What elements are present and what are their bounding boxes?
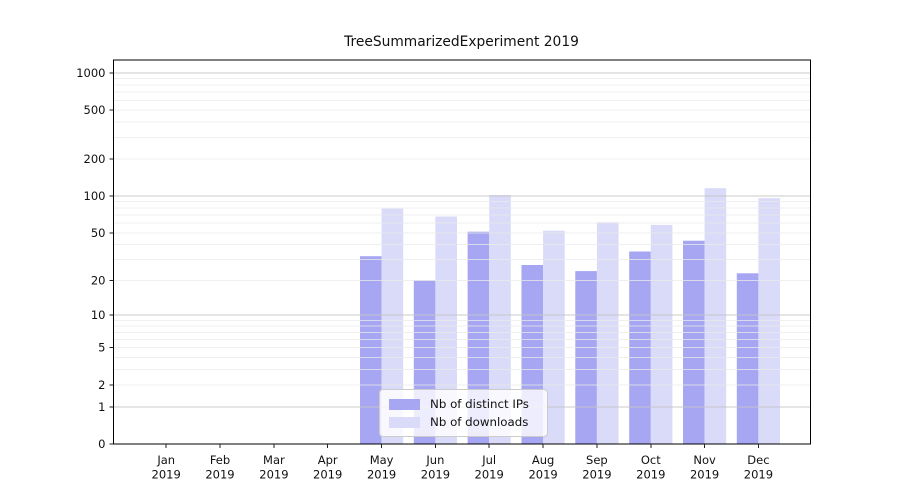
x-tick-label-month: Aug <box>532 453 554 467</box>
y-tick-label: 5 <box>98 341 105 355</box>
y-tick-label: 200 <box>84 152 106 166</box>
x-tick-label-year: 2019 <box>744 468 773 482</box>
legend-item-distinct-ips: Nb of distinct IPs <box>389 397 547 411</box>
bar-downloads-jun <box>435 216 457 444</box>
bar-distinct-ips-nov <box>683 240 705 444</box>
x-tick-label-month: Jan <box>156 453 175 467</box>
y-tick-label: 0 <box>98 437 105 451</box>
bar-downloads-jul <box>489 195 511 444</box>
bar-distinct-ips-may <box>360 256 382 444</box>
y-tick-label: 500 <box>84 103 106 117</box>
x-tick-label-year: 2019 <box>313 468 342 482</box>
x-tick-label-month: Oct <box>641 453 661 467</box>
y-tick-label: 2 <box>98 378 105 392</box>
chart-title: TreeSummarizedExperiment 2019 <box>344 34 579 50</box>
x-tick-label-year: 2019 <box>690 468 719 482</box>
plot-border <box>113 59 811 445</box>
x-tick-label-year: 2019 <box>259 468 288 482</box>
x-tick-label-year: 2019 <box>528 468 557 482</box>
x-tick-label-year: 2019 <box>421 468 450 482</box>
y-tick-label: 10 <box>91 308 106 322</box>
bar-distinct-ips-dec <box>736 273 759 444</box>
x-tick-label-month: Nov <box>693 453 716 467</box>
legend: Nb of distinct IPs Nb of downloads <box>379 389 548 437</box>
y-axis: 0 1 2 5 10 20 50 100 200 500 1000 <box>76 66 114 451</box>
y-tick-label: 1 <box>98 400 105 414</box>
legend-item-downloads: Nb of downloads <box>389 415 547 429</box>
y-tick-label: 20 <box>91 273 106 287</box>
x-tick-label-year: 2019 <box>636 468 665 482</box>
x-tick-label-year: 2019 <box>582 468 611 482</box>
x-tick-label-month: Apr <box>318 453 338 467</box>
x-tick-label-month: May <box>370 453 394 467</box>
legend-swatch-downloads <box>389 416 420 428</box>
legend-label-downloads: Nb of downloads <box>430 415 529 429</box>
x-tick-label-month: Feb <box>210 453 230 467</box>
y-tick-label: 100 <box>84 189 106 203</box>
gridlines <box>113 72 811 408</box>
x-tick-label-year: 2019 <box>367 468 396 482</box>
y-tick-label: 50 <box>91 226 106 240</box>
x-tick-label-month: Sep <box>586 453 608 467</box>
x-tick-label-year: 2019 <box>152 468 181 482</box>
x-tick-label-month: Dec <box>747 453 769 467</box>
legend-swatch-distinct-ips <box>389 398 420 410</box>
bar-downloads-sep <box>596 222 619 444</box>
x-tick-label-month: Mar <box>263 453 285 467</box>
y-tick-label: 1000 <box>76 66 105 80</box>
bar-downloads-oct <box>650 224 673 444</box>
x-tick-label-year: 2019 <box>475 468 504 482</box>
legend-label-distinct-ips: Nb of distinct IPs <box>430 397 529 411</box>
bar-downloads-nov <box>704 188 727 444</box>
x-axis: Jan2019Feb2019Mar2019Apr2019May2019Jun20… <box>152 444 773 482</box>
bar-downloads-aug <box>543 230 565 444</box>
x-tick-label-month: Jun <box>425 453 444 467</box>
x-tick-label-month: Jul <box>481 453 496 467</box>
x-tick-label-year: 2019 <box>205 468 234 482</box>
